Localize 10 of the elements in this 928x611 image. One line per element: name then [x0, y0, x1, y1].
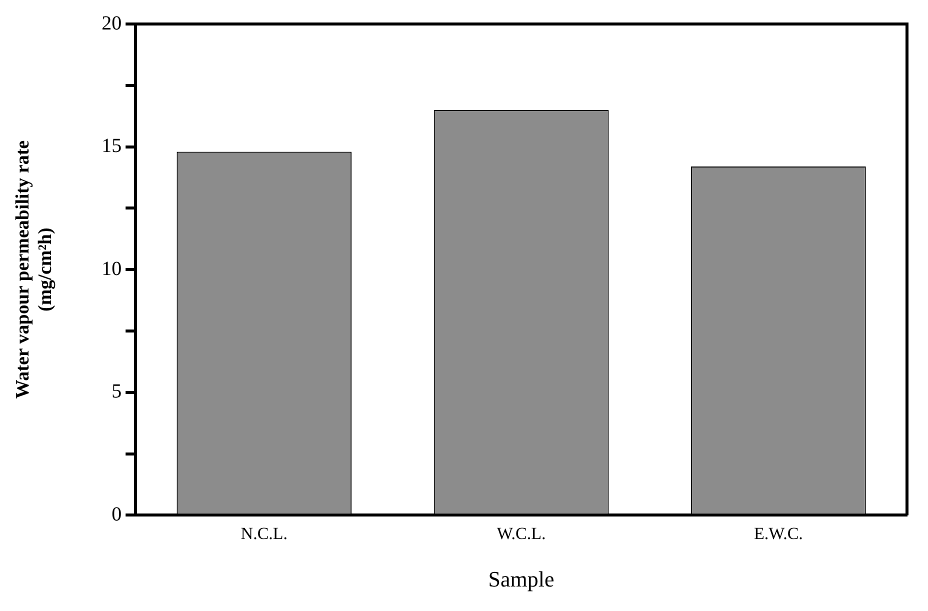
y-tick-label: 5 [112, 380, 122, 403]
y-tick-label: 10 [102, 258, 122, 280]
x-tick-label: W.C.L. [496, 524, 546, 543]
y-tick-label: 0 [112, 503, 122, 526]
x-tick-label: E.W.C. [754, 524, 803, 543]
y-tick-label: 20 [102, 12, 122, 34]
x-axis-title: Sample [488, 566, 554, 592]
y-tick-label: 15 [102, 135, 122, 158]
x-tick-label: N.C.L. [240, 524, 288, 543]
y-axis-title: Water vapour permeability rate (mg/cm²h) [12, 140, 56, 399]
